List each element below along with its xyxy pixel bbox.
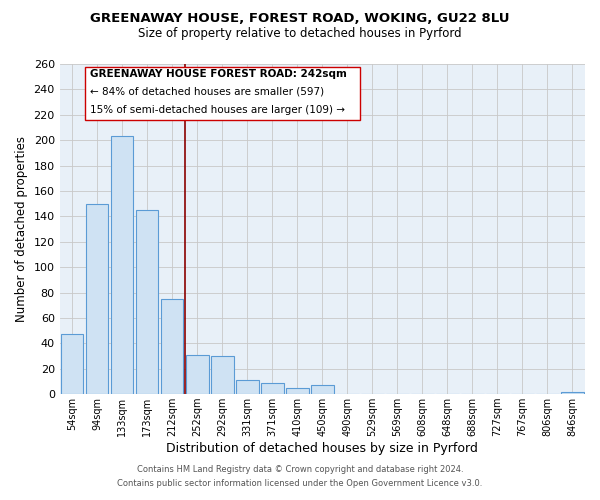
Text: GREENAWAY HOUSE FOREST ROAD: 242sqm: GREENAWAY HOUSE FOREST ROAD: 242sqm: [89, 69, 347, 79]
X-axis label: Distribution of detached houses by size in Pyrford: Distribution of detached houses by size …: [166, 442, 478, 455]
Bar: [261, 382, 284, 394]
Bar: [111, 136, 133, 394]
Text: Size of property relative to detached houses in Pyrford: Size of property relative to detached ho…: [138, 28, 462, 40]
Bar: [236, 380, 259, 394]
Bar: [86, 204, 109, 394]
FancyBboxPatch shape: [85, 66, 360, 120]
Text: Contains HM Land Registry data © Crown copyright and database right 2024.
Contai: Contains HM Land Registry data © Crown c…: [118, 466, 482, 487]
Bar: [311, 386, 334, 394]
Bar: [286, 388, 308, 394]
Bar: [211, 356, 233, 394]
Bar: [136, 210, 158, 394]
Bar: [561, 392, 584, 394]
Bar: [161, 299, 184, 394]
Text: ← 84% of detached houses are smaller (597): ← 84% of detached houses are smaller (59…: [89, 87, 324, 97]
Bar: [61, 334, 83, 394]
Y-axis label: Number of detached properties: Number of detached properties: [15, 136, 28, 322]
Text: GREENAWAY HOUSE, FOREST ROAD, WOKING, GU22 8LU: GREENAWAY HOUSE, FOREST ROAD, WOKING, GU…: [90, 12, 510, 26]
Text: 15% of semi-detached houses are larger (109) →: 15% of semi-detached houses are larger (…: [89, 104, 344, 115]
Bar: [186, 355, 209, 394]
